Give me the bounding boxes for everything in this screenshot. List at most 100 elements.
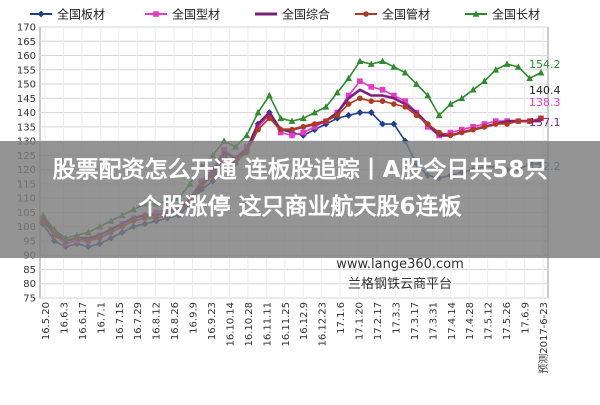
- series-marker: [255, 126, 261, 133]
- series-marker: [435, 111, 443, 119]
- series-marker: [526, 74, 534, 82]
- x-tick-label: 16.12.23: [318, 302, 329, 347]
- series-marker: [311, 121, 318, 127]
- x-axis-ticks: 16.5.20 16.6.3 16.6.17 16.7.1 16.7.15 16.7.29…: [41, 302, 550, 374]
- series-marker: [367, 60, 375, 67]
- series-marker: [424, 91, 432, 99]
- end-value-label: 154.2: [529, 58, 561, 71]
- series-marker: [277, 114, 285, 122]
- series-marker: [492, 66, 500, 73]
- end-value-label: 140.4: [529, 84, 561, 97]
- series-marker: [243, 131, 251, 139]
- banner-line-2: 个股涨停 这只商业航天股6连板: [138, 194, 462, 220]
- series-marker: [470, 124, 476, 130]
- x-tick-label: 16.7.15: [115, 302, 126, 340]
- x-tick-label: 16.8.26: [170, 302, 181, 340]
- y-tick-label: 170: [17, 23, 36, 34]
- series-marker: [265, 91, 273, 99]
- x-tick-label: 16.9.23: [207, 302, 218, 340]
- series-marker: [492, 121, 499, 127]
- watermark-site: www.lange360.com: [336, 257, 464, 272]
- series-marker: [538, 115, 544, 122]
- series-marker: [368, 84, 375, 90]
- series-marker: [363, 11, 369, 17]
- x-tick-label: 16.12.9: [299, 302, 310, 340]
- series-marker: [413, 80, 420, 87]
- x-tick-label: 预测2017-6-23: [537, 302, 550, 374]
- series-marker: [514, 63, 522, 70]
- overlay-banner: [0, 141, 600, 258]
- series-marker: [288, 117, 296, 124]
- series-marker: [390, 120, 398, 128]
- series-marker: [458, 94, 466, 102]
- legend-item: 全国综合: [255, 7, 330, 22]
- x-tick-label: 17.1.6: [336, 302, 347, 334]
- series-marker: [289, 132, 295, 139]
- x-tick-label: 17.3.31: [428, 302, 439, 340]
- series-marker: [368, 98, 375, 104]
- series-marker: [37, 10, 45, 18]
- end-value-label: 138.3: [529, 96, 561, 109]
- x-tick-label: 16.11.25: [281, 302, 292, 347]
- series-marker: [436, 129, 442, 136]
- series-marker: [345, 74, 352, 82]
- series-marker: [481, 124, 488, 130]
- watermark-platform: 兰格钢铁云商平台: [348, 276, 452, 292]
- chart-legend: 全国板材 全国型材 全国综合 全国管材 全国长材: [30, 7, 540, 22]
- banner-headline[interactable]: 股票配资怎么开通 连板股追踪丨A股今日共58只 个股涨停 这只商业航天股6连板: [0, 152, 600, 226]
- x-tick-label: 17.5.12: [484, 302, 495, 340]
- legend-item: 全国板材: [30, 7, 105, 22]
- x-tick-label: 16.9.9: [189, 302, 200, 334]
- x-tick-label: 16.7.1: [96, 302, 107, 334]
- series-marker: [402, 98, 408, 104]
- series-marker: [289, 126, 295, 133]
- series-marker: [458, 126, 465, 133]
- series-marker: [504, 121, 510, 127]
- series-marker: [537, 69, 545, 76]
- x-tick-label: 17.2.17: [373, 302, 384, 340]
- x-tick-label: 16.6.3: [59, 302, 70, 334]
- series-marker: [322, 103, 330, 110]
- legend-item: 全国管材: [355, 7, 430, 22]
- series-marker: [379, 86, 386, 93]
- series-marker: [345, 112, 352, 119]
- series-marker: [277, 129, 284, 136]
- y-tick-label: 85: [23, 265, 36, 276]
- series-marker: [299, 114, 307, 122]
- series-marker: [323, 118, 329, 124]
- y-tick-label: 145: [17, 94, 36, 105]
- series-marker: [311, 108, 319, 116]
- legend-label: 全国管材: [382, 7, 430, 22]
- series-marker: [266, 115, 273, 122]
- series-marker: [333, 89, 341, 96]
- series-marker: [425, 124, 431, 130]
- series-marker: [402, 104, 408, 110]
- series-marker: [345, 101, 352, 107]
- series-marker: [367, 109, 375, 116]
- x-tick-label: 17.4.14: [447, 302, 458, 340]
- x-tick-label: 16.10.28: [244, 302, 255, 347]
- x-tick-label: 17.5.26: [502, 302, 513, 340]
- x-tick-label: 16.7.29: [133, 302, 144, 340]
- series-marker: [413, 112, 420, 119]
- y-tick-label: 165: [17, 37, 36, 48]
- series-marker: [470, 126, 476, 133]
- legend-item: 全国长材: [465, 7, 540, 22]
- x-tick-label: 16.6.17: [78, 302, 89, 340]
- legend-label: 全国板材: [57, 7, 105, 22]
- series-marker: [469, 86, 477, 93]
- y-tick-label: 80: [23, 279, 36, 290]
- series-marker: [300, 124, 307, 130]
- legend-label: 全国综合: [282, 7, 330, 22]
- legend-label: 全国型材: [172, 7, 220, 22]
- series-marker: [447, 100, 454, 107]
- y-tick-label: 155: [17, 65, 36, 76]
- x-tick-label: 16.11.11: [262, 302, 273, 347]
- series-marker: [458, 129, 465, 136]
- x-tick-label: 17.6.9: [521, 302, 532, 334]
- series-marker: [300, 129, 307, 136]
- series-marker: [425, 121, 431, 127]
- series-marker: [390, 63, 398, 70]
- x-tick-label: 16.8.12: [152, 302, 163, 340]
